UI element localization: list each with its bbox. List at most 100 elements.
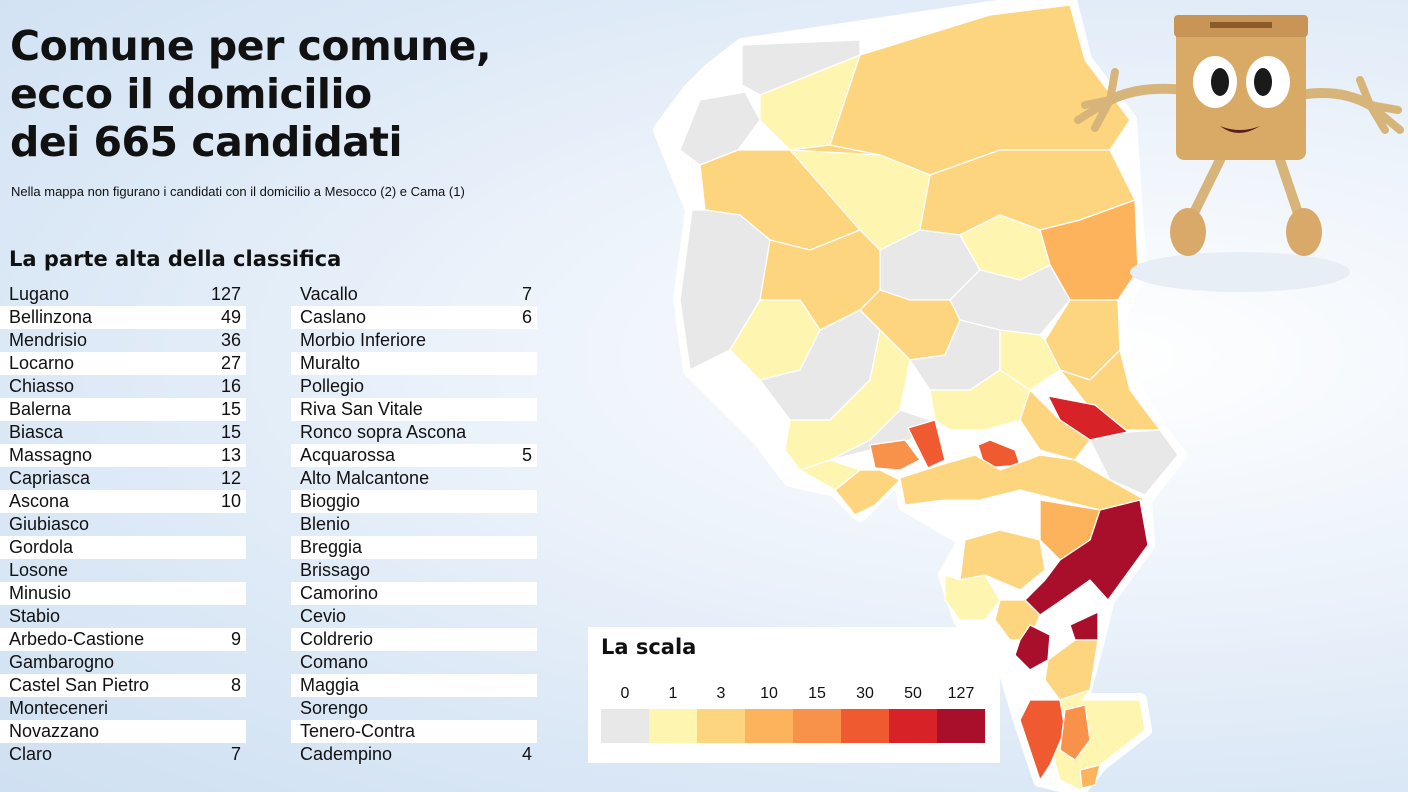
legend-swatch: [601, 709, 649, 743]
candidate-count: 5: [521, 445, 532, 465]
ranking-row: Pollegio: [291, 375, 537, 398]
title-line-1: Comune per comune,: [10, 22, 492, 70]
municipality-name: Pollegio: [300, 376, 365, 396]
candidate-count: 7: [230, 744, 241, 764]
map-note: Nella mappa non figurano i candidati con…: [11, 184, 465, 199]
legend-swatch: [697, 709, 745, 743]
legend-label: 3: [716, 685, 726, 702]
ranking-row: Camorino: [291, 582, 537, 605]
municipality-area: [944, 574, 1001, 621]
candidate-count: 27: [220, 353, 241, 373]
municipality-name: Ronco sopra Ascona: [300, 422, 467, 442]
municipality-name: Locarno: [9, 353, 75, 373]
municipality-name: Ascona: [9, 491, 70, 511]
legend-label: 127: [947, 685, 975, 702]
municipality-name: Acquarossa: [300, 445, 396, 465]
municipality-name: Massagno: [9, 445, 93, 465]
candidate-count: 16: [220, 376, 241, 396]
legend-label: 30: [856, 685, 874, 702]
legend-title: La scala: [601, 635, 697, 659]
ranking-row: Tenero-Contra: [291, 720, 537, 743]
candidate-count: 12: [220, 468, 241, 488]
candidate-count: 10: [220, 491, 241, 511]
ranking-row: Ronco sopra Ascona: [291, 421, 537, 444]
ranking-row: Monteceneri: [0, 697, 246, 720]
municipality-name: Cadempino: [300, 744, 393, 764]
legend-swatch: [745, 709, 793, 743]
municipality-area: [1079, 764, 1101, 789]
ranking-row: Cevio: [291, 605, 537, 628]
municipality-name: Cevio: [300, 606, 347, 626]
ranking-row: Novazzano: [0, 720, 246, 743]
municipality-name: Giubiasco: [9, 514, 90, 534]
legend-label: 50: [904, 685, 922, 702]
candidate-count: 15: [220, 399, 241, 419]
municipality-name: Breggia: [300, 537, 363, 557]
municipality-name: Comano: [300, 652, 369, 672]
legend-swatch: [937, 709, 985, 743]
ballot-box-mascot-icon: [1074, 15, 1404, 292]
municipality-name: Muralto: [300, 353, 361, 373]
municipality-area: [799, 459, 861, 491]
candidate-count: 15: [220, 422, 241, 442]
ranking-row: Caslano 6: [291, 306, 537, 329]
ranking-row: Cadempino 4: [291, 743, 537, 766]
ranking-row: Bellinzona 49: [0, 306, 246, 329]
page-title: Comune per comune, ecco il domicilio dei…: [10, 22, 570, 166]
legend-swatch: [793, 709, 841, 743]
municipality-area: [907, 419, 946, 469]
ranking-list-left: Lugano 12 7 Bellinzona 49 Mendrisio 36 Locarno 2…: [0, 283, 246, 766]
municipality-name: Riva San Vitale: [300, 399, 423, 419]
municipality-name: Morbio Inferiore: [300, 330, 427, 350]
candidate-count: 36: [220, 330, 241, 350]
title-line-3: dei 665 candidati: [10, 118, 403, 166]
ranking-row: Blenio: [291, 513, 537, 536]
legend-swatch: [649, 709, 697, 743]
candidate-count: 6: [521, 307, 532, 327]
title-line-2: ecco il domicilio: [10, 70, 372, 118]
municipality-name: Monteceneri: [9, 698, 109, 718]
ranking-row: Claro 7: [0, 743, 246, 766]
municipality-name: Mendrisio: [9, 330, 88, 350]
legend-swatch: [841, 709, 889, 743]
municipality-name: Tenero-Contra: [300, 721, 416, 741]
ranking-row: Coldrerio: [291, 628, 537, 651]
ranking-row: Riva San Vitale: [291, 398, 537, 421]
municipality-name: Gordola: [9, 537, 74, 557]
ranking-row: Breggia: [291, 536, 537, 559]
municipality-name: Novazzano: [9, 721, 100, 741]
ranking-row: Muralto: [291, 352, 537, 375]
ranking-row: Maggia: [291, 674, 537, 697]
municipality-area: [869, 439, 921, 471]
ranking-row: Vacallo 7: [291, 283, 537, 306]
ranking-row: Arbedo-Castione 9: [0, 628, 246, 651]
municipality-area: [1059, 704, 1091, 761]
ranking-row: Bioggio: [291, 490, 537, 513]
scale-legend: La scala 0 1 3 10 15 30 50 127: [588, 627, 1000, 763]
ranking-row: Castel San Pietro 8: [0, 674, 246, 697]
candidate-count: 13: [220, 445, 241, 465]
ranking-row: Balerna 15: [0, 398, 246, 421]
ranking-row: Massagno 13: [0, 444, 246, 467]
ranking-row: Biasca 15: [0, 421, 246, 444]
municipality-name: Biasca: [9, 422, 64, 442]
ranking-row: Locarno 27: [0, 352, 246, 375]
municipality-name: Capriasca: [9, 468, 91, 488]
municipality-name: Coldrerio: [300, 629, 374, 649]
municipality-name: Castel San Pietro: [9, 675, 150, 695]
ranking-list-right: Vacallo 7 Caslano 6 Morbio Inferiore Muralto P…: [291, 283, 537, 766]
municipality-name: Bellinzona: [9, 307, 93, 327]
municipality-name: Camorino: [300, 583, 379, 603]
municipality-name: Stabio: [9, 606, 61, 626]
ranking-row: Sorengo: [291, 697, 537, 720]
candidate-count: 7: [521, 284, 532, 304]
municipality-name: Caslano: [300, 307, 367, 327]
municipality-name: Claro: [9, 744, 53, 764]
municipality-name: Alto Malcantone: [300, 468, 430, 488]
candidate-count: 9: [230, 629, 241, 649]
municipality-name: Maggia: [300, 675, 360, 695]
municipality-name: Lugano: [9, 284, 70, 304]
ranking-row: Stabio: [0, 605, 246, 628]
legend-swatch: [889, 709, 937, 743]
ranking-row: Minusio: [0, 582, 246, 605]
